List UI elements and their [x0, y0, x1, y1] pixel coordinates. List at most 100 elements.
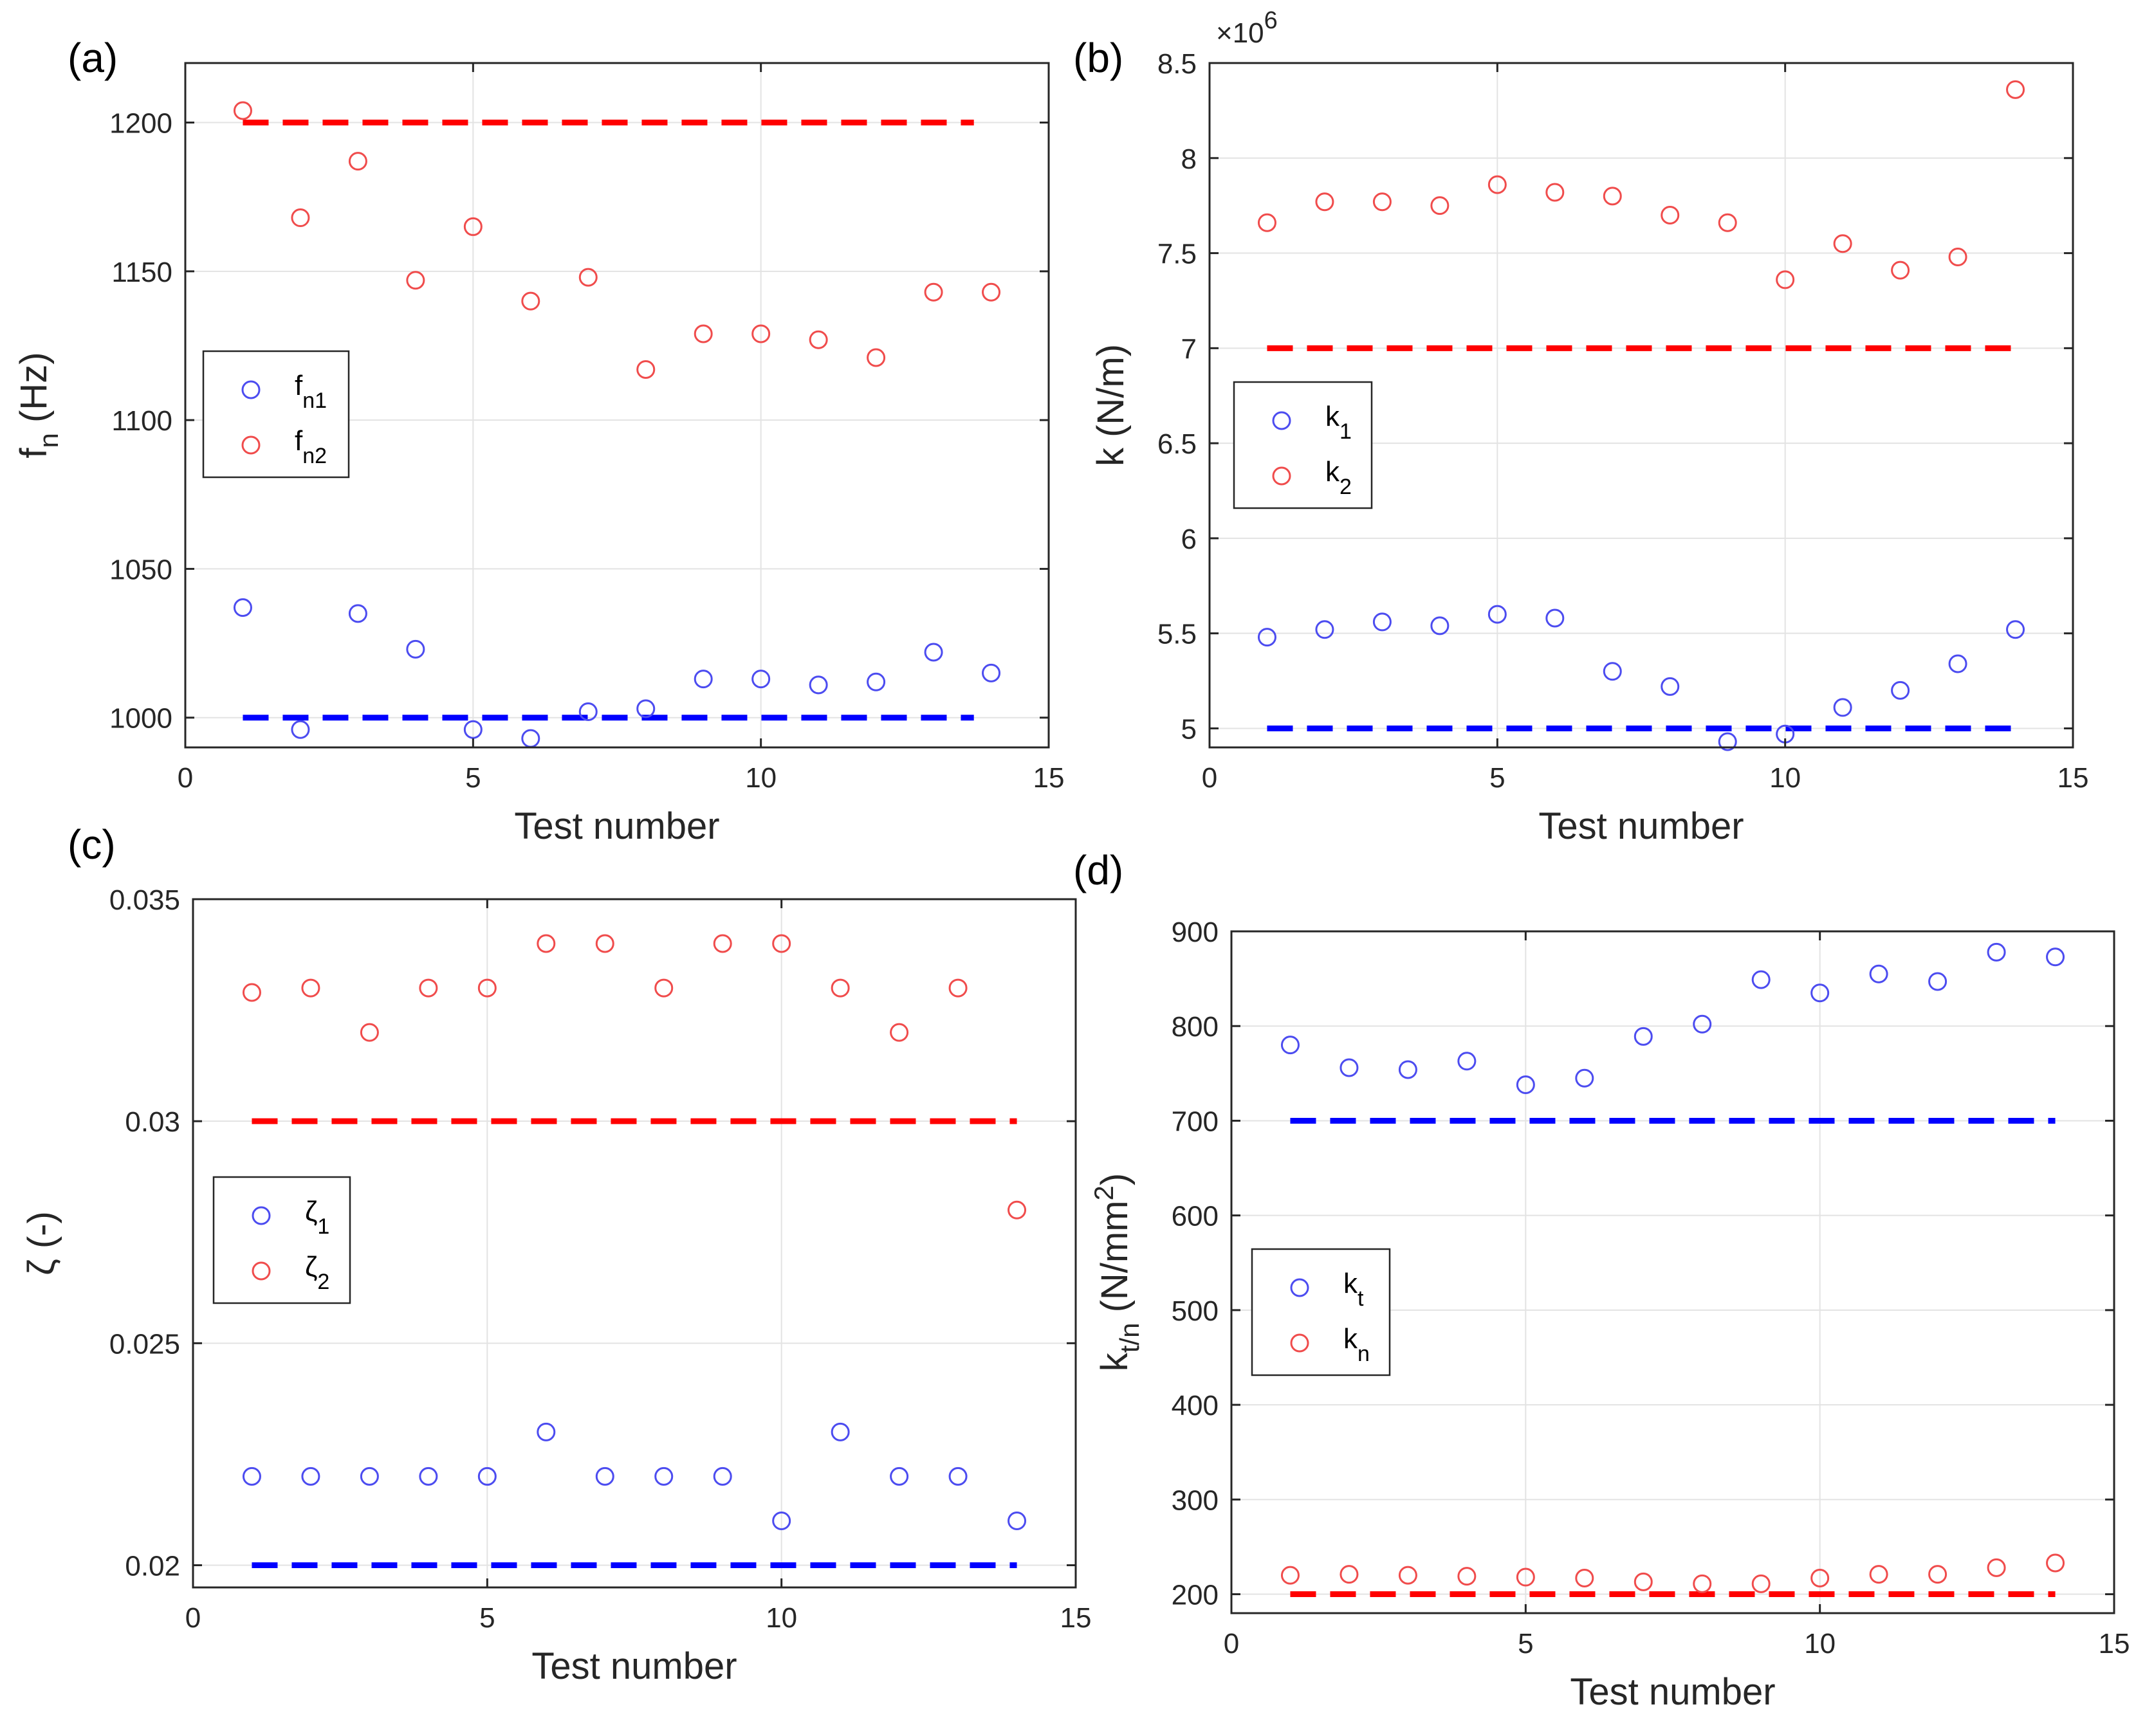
- data-point-zeta1: [890, 1466, 909, 1486]
- data-point-k1: [1603, 662, 1622, 681]
- data-point-zeta2: [948, 978, 968, 998]
- legend-entry-sub: 1: [317, 1214, 329, 1239]
- y-axis-label-part: k (N/m): [1090, 344, 1132, 466]
- data-point-zeta2: [360, 1023, 379, 1042]
- y-axis-label-part: ζ (-): [21, 1211, 62, 1275]
- data-point-kn: [1457, 1567, 1477, 1586]
- data-point-zeta2: [713, 934, 732, 953]
- legend-entry-main: k: [1325, 456, 1340, 488]
- data-point-fn2: [463, 217, 483, 236]
- data-point-k1: [1257, 628, 1276, 647]
- x-tick-label: 0: [185, 1602, 201, 1634]
- legend-entry-label: k2: [1325, 456, 1352, 499]
- data-point-kt: [1516, 1075, 1535, 1094]
- data-point-k2: [1776, 270, 1795, 289]
- data-point-zeta1: [537, 1422, 556, 1441]
- legend: fn1 fn2: [202, 350, 350, 479]
- data-point-zeta1: [831, 1422, 850, 1441]
- data-point-zeta1: [654, 1466, 674, 1486]
- y-tick-label: 1000: [109, 703, 172, 735]
- y-tick-label: 0.035: [109, 884, 180, 916]
- y-exponent-power: 6: [1264, 7, 1278, 34]
- x-tick-label: 15: [2099, 1628, 2130, 1659]
- data-point-kt: [2046, 947, 2065, 967]
- axes-frame: [184, 62, 1050, 749]
- data-point-kn: [1340, 1565, 1359, 1584]
- data-point-zeta1: [713, 1466, 732, 1486]
- data-point-kn: [1634, 1572, 1653, 1591]
- x-tick-label: 0: [1224, 1628, 1239, 1659]
- legend-box: [1251, 1248, 1391, 1376]
- legend-entry-main: k: [1343, 1268, 1358, 1299]
- data-point-fn1: [348, 604, 367, 623]
- y-tick-label: 300: [1172, 1485, 1219, 1516]
- data-point-kn: [1810, 1569, 1830, 1588]
- legend: k1 k2: [1233, 381, 1373, 509]
- data-point-kn: [1928, 1565, 1947, 1584]
- data-point-kt: [1280, 1036, 1300, 1055]
- y-axis-label: ζ (-): [21, 1211, 62, 1275]
- x-axis-label: Test number: [531, 1645, 737, 1687]
- legend-box: [202, 350, 350, 479]
- y-tick-label: 500: [1172, 1295, 1219, 1327]
- legend-entry-sub: 2: [1340, 475, 1352, 499]
- y-axis-label-part: f: [13, 448, 55, 459]
- x-tick-label: 15: [1060, 1602, 1092, 1634]
- data-point-fn2: [636, 360, 656, 379]
- panel-c: 0 5 10 15 0.02 0.025 0.03 0.035 Test number ζ (-)…: [21, 821, 1091, 1687]
- y-axis-label-part: t/n: [1114, 1323, 1145, 1353]
- legend-entry-label: fn1: [295, 370, 327, 413]
- legend-entry-label: kt: [1343, 1268, 1364, 1311]
- legend-entry-label: k1: [1325, 401, 1352, 444]
- legend-entry-sub: n2: [302, 444, 327, 468]
- y-axis-label-part: n: [33, 433, 64, 448]
- x-tick-label: 5: [1489, 762, 1505, 794]
- data-point-kt: [1928, 972, 1947, 991]
- data-point-fn1: [406, 639, 425, 659]
- data-point-fn2: [924, 282, 943, 302]
- data-point-zeta1: [419, 1466, 438, 1486]
- data-point-zeta2: [595, 934, 614, 953]
- data-point-fn2: [694, 324, 713, 343]
- legend-marker: [241, 380, 261, 399]
- data-point-kt: [1398, 1060, 1417, 1079]
- data-point-zeta1: [772, 1511, 791, 1530]
- data-point-fn2: [751, 324, 771, 343]
- legend-marker: [1272, 411, 1291, 430]
- legend-entry-main: ζ: [305, 1251, 317, 1283]
- data-point-k2: [2006, 80, 2025, 99]
- data-point-kt: [1575, 1068, 1594, 1088]
- data-point-fn2: [291, 208, 310, 228]
- x-tick-label: 10: [1804, 1628, 1836, 1659]
- y-tick-label: 8: [1181, 143, 1197, 175]
- data-point-k2: [1372, 192, 1392, 212]
- legend-marker: [252, 1261, 271, 1281]
- data-point-kt: [1987, 942, 2006, 962]
- data-point-fn1: [463, 720, 483, 739]
- y-axis-label: fn (Hz): [13, 352, 64, 458]
- legend-entry-label: kn: [1343, 1323, 1370, 1366]
- data-point-fn1: [694, 670, 713, 689]
- data-point-zeta2: [301, 978, 320, 998]
- panel-label: (d): [1073, 847, 1123, 893]
- data-point-k2: [1487, 175, 1507, 194]
- data-point-fn1: [233, 598, 252, 617]
- data-point-kt: [1457, 1052, 1477, 1071]
- data-point-kt: [1634, 1027, 1653, 1046]
- x-tick-label: 0: [178, 762, 193, 794]
- panel-a: 0 5 10 15 1000 1050 1100 1150 1200 Test number fn …: [13, 35, 1064, 847]
- data-point-k1: [1948, 654, 1967, 673]
- legend-entry-sub: t: [1358, 1286, 1364, 1311]
- data-point-zeta2: [654, 978, 674, 998]
- x-axis-label: Test number: [514, 805, 719, 847]
- data-point-zeta1: [477, 1466, 497, 1486]
- axes-frame: [1230, 930, 2115, 1614]
- y-tick-label: 1100: [111, 405, 172, 437]
- data-point-k1: [1833, 698, 1852, 717]
- data-point-zeta2: [477, 978, 497, 998]
- x-tick-label: 5: [479, 1602, 495, 1634]
- y-tick-label: 1200: [109, 108, 172, 140]
- data-point-k2: [1430, 196, 1450, 215]
- legend-entry-label: fn2: [295, 425, 327, 468]
